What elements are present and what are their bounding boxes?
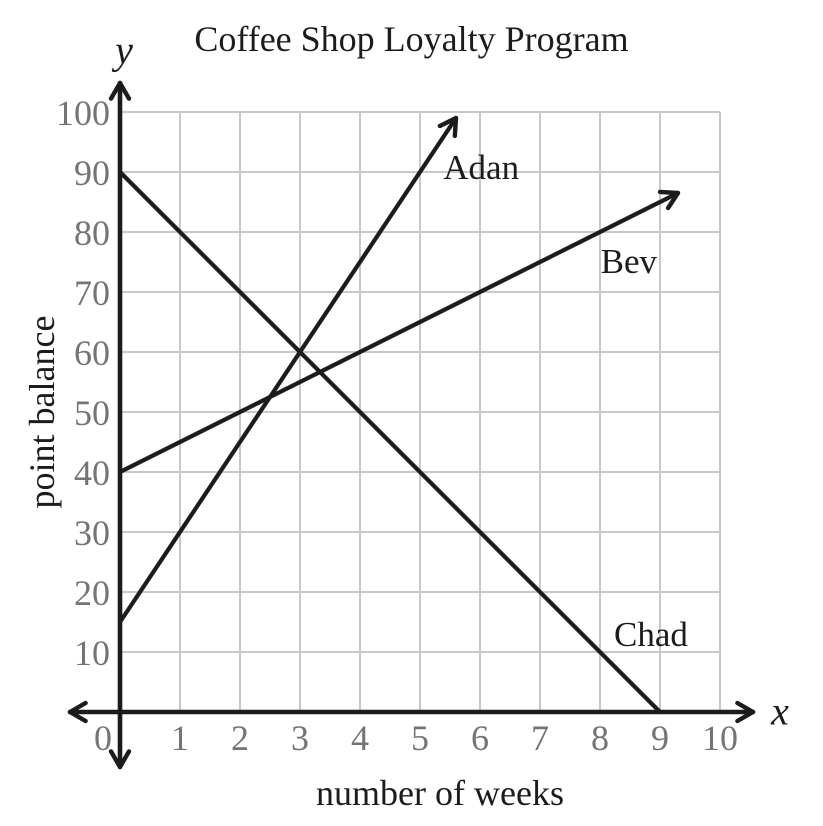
y-tick-label: 60: [74, 333, 110, 373]
series-line-bev: [117, 190, 681, 475]
y-tick-label: 30: [74, 513, 110, 553]
y-tick-label: 70: [74, 273, 110, 313]
x-tick-label: 6: [471, 718, 489, 758]
series-arrow-icon-bev: [657, 189, 681, 211]
y-axis-title: point balance: [22, 315, 62, 509]
series-label-adan: Adan: [443, 148, 519, 187]
series-line-chad: [117, 169, 663, 715]
y-tick-label: 80: [74, 213, 110, 253]
x-tick-label: 10: [702, 718, 738, 758]
x-axis-title: number of weeks: [316, 773, 564, 813]
x-axis-right-arrow-icon: [735, 700, 756, 724]
chart-title: Coffee Shop Loyalty Program: [194, 19, 629, 59]
x-tick-label: 2: [231, 718, 249, 758]
x-axis-left-arrow-icon: [67, 700, 88, 724]
x-tick-label: 0: [94, 718, 112, 758]
y-tick-label: 90: [74, 153, 110, 193]
x-tick-label: 7: [531, 718, 549, 758]
y-tick-label: 20: [74, 573, 110, 613]
y-axis-up-arrow-icon: [108, 80, 132, 101]
x-tick-label: 9: [651, 718, 669, 758]
y-tick-label: 10: [74, 633, 110, 673]
x-tick-label: 5: [411, 718, 429, 758]
y-axis-down-arrow-icon: [108, 749, 132, 770]
x-tick-label: 4: [351, 718, 369, 758]
y-tick-label: 50: [74, 393, 110, 433]
y-tick-label: 100: [56, 93, 110, 133]
x-tick-label: 3: [291, 718, 309, 758]
series-label-bev: Bev: [601, 242, 658, 281]
series-line-adan: [117, 115, 459, 625]
y-tick-label: 40: [74, 453, 110, 493]
x-axis-letter: x: [771, 688, 789, 734]
series-arrow-icon-adan: [437, 115, 459, 139]
x-tick-label: 8: [591, 718, 609, 758]
y-axis-letter: y: [115, 27, 133, 73]
x-tick-label: 1: [171, 718, 189, 758]
series-label-chad: Chad: [614, 615, 688, 654]
